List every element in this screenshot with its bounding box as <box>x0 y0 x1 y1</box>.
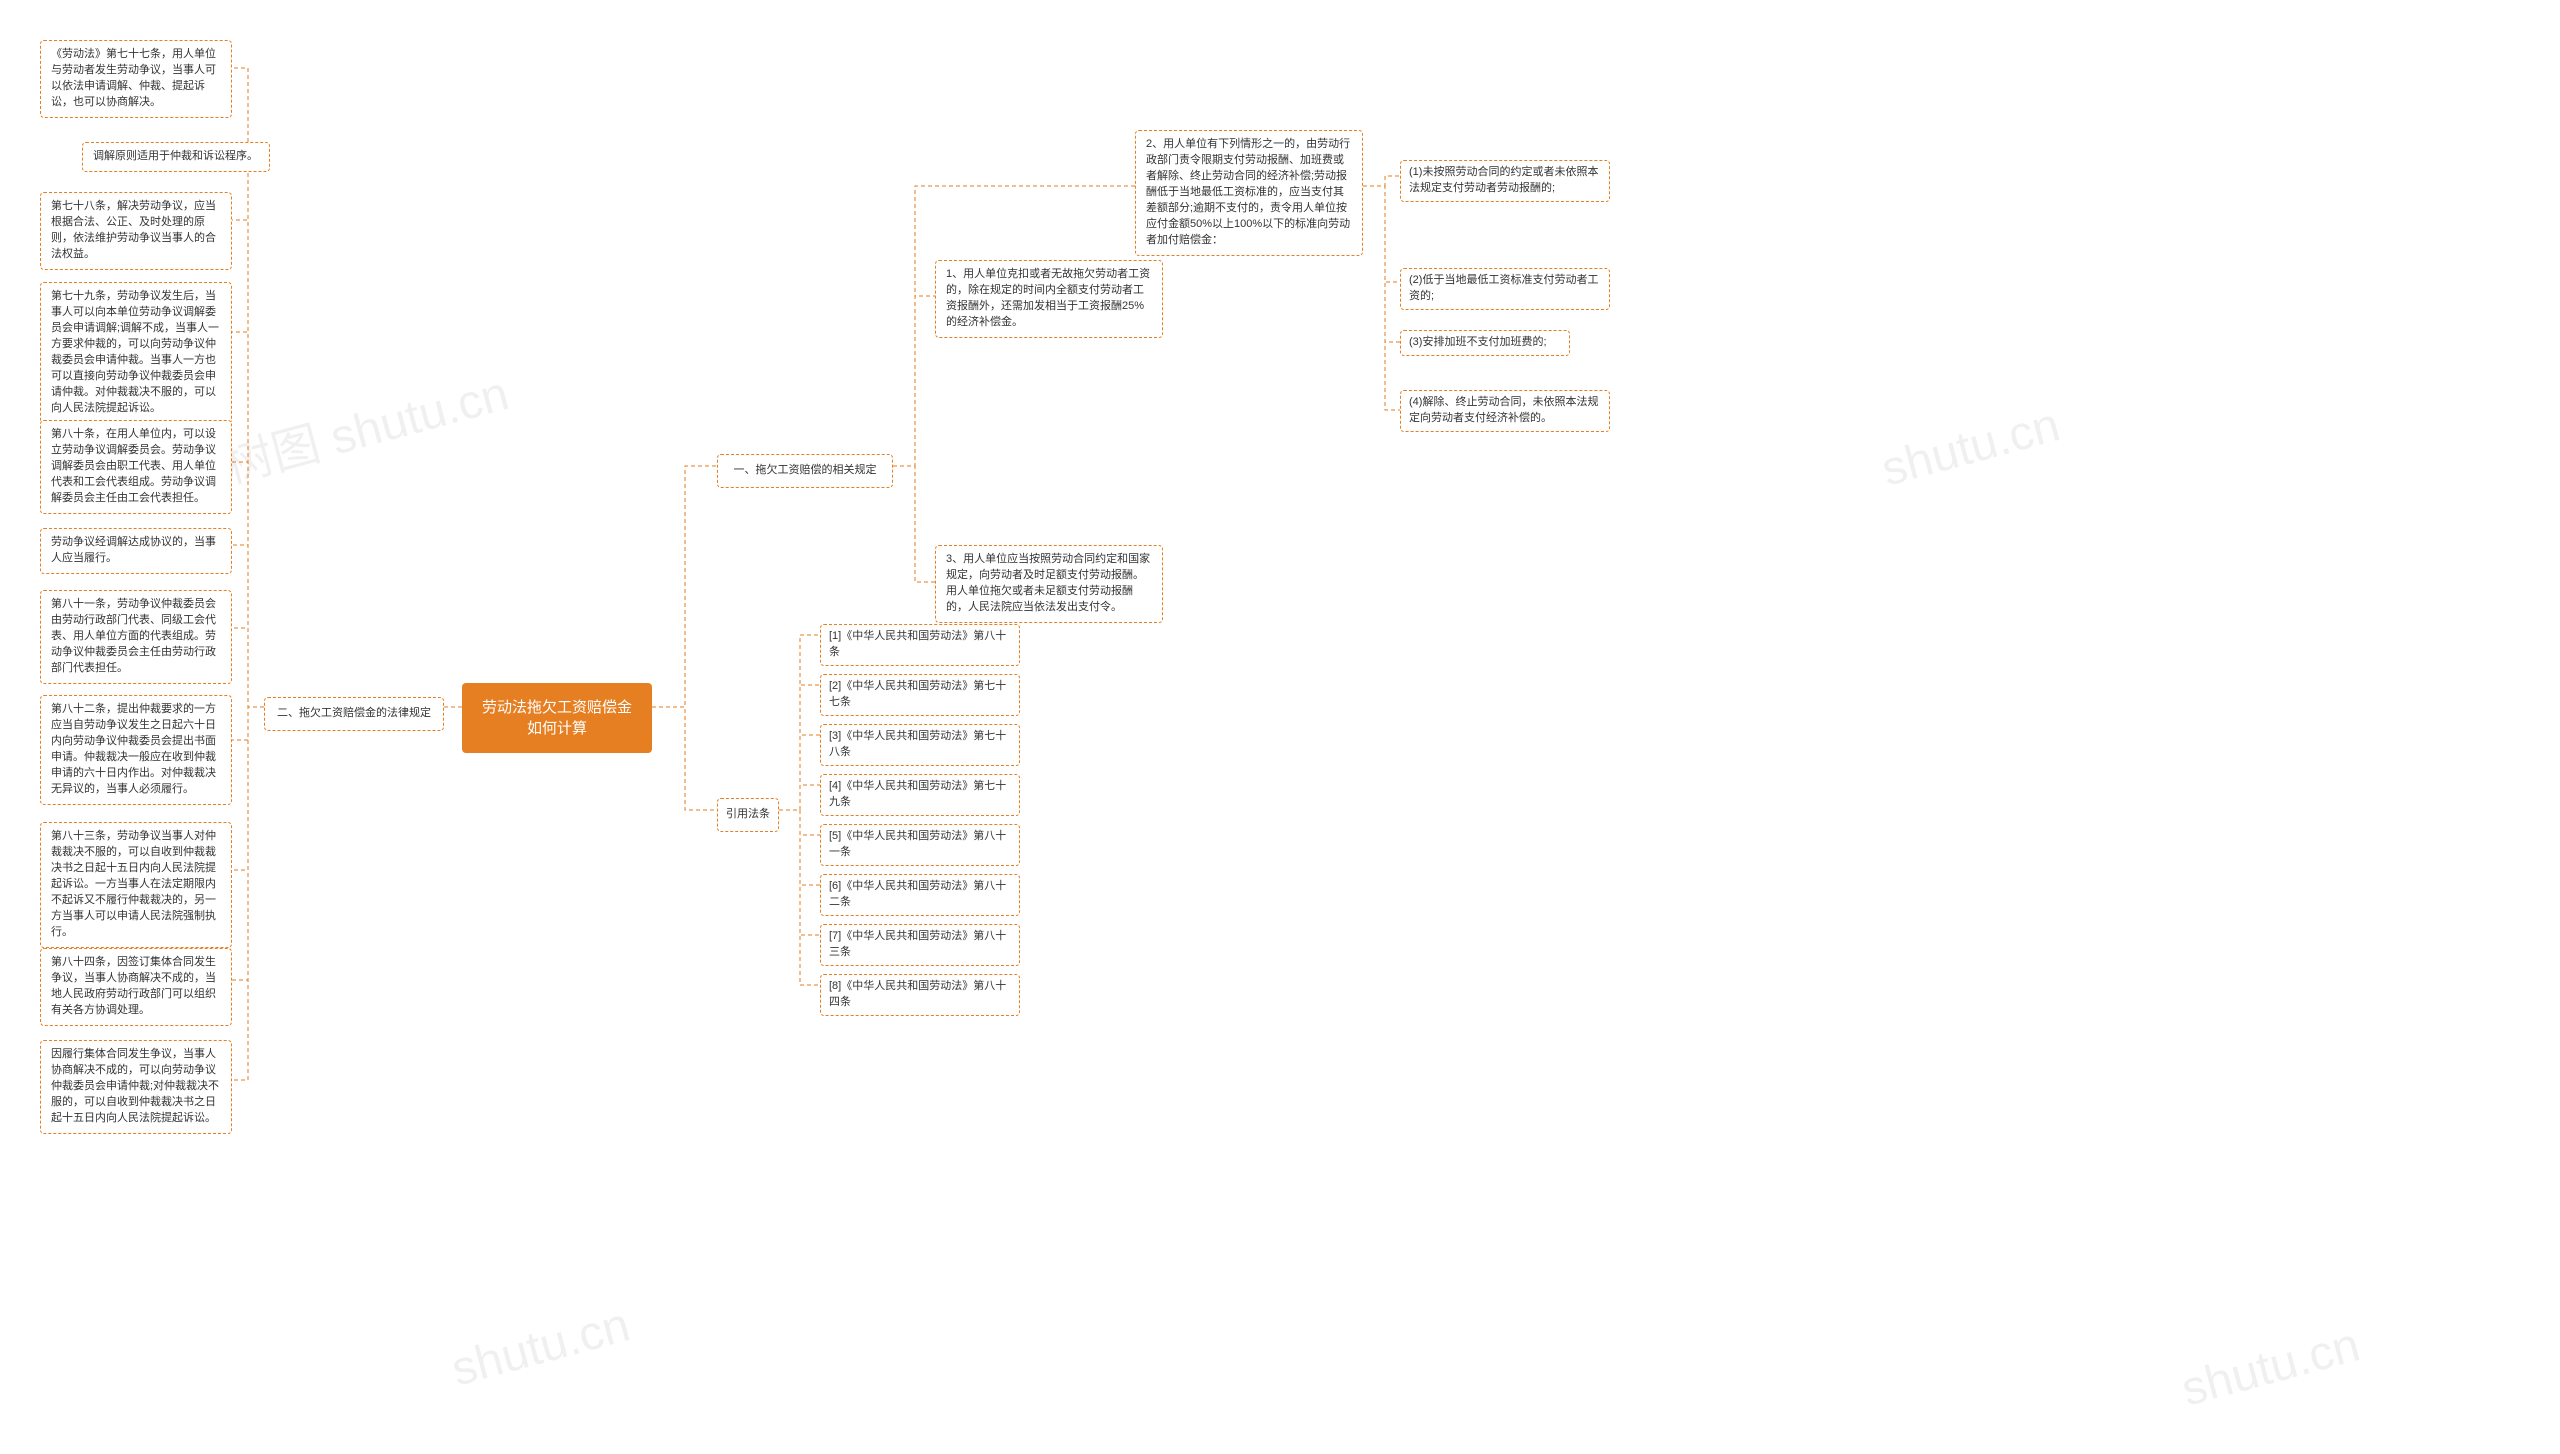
left-item: 调解原则适用于仲裁和诉讼程序。 <box>82 142 270 172</box>
right-branch1-title: 一、拖欠工资赔偿的相关规定 <box>717 454 893 488</box>
right-branch1-item: 1、用人单位克扣或者无故拖欠劳动者工资的，除在规定的时间内全额支付劳动者工资报酬… <box>935 260 1163 338</box>
left-item: 第八十四条，因签订集体合同发生争议，当事人协商解决不成的，当地人民政府劳动行政部… <box>40 948 232 1026</box>
right-branch1-sub: (1)未按照劳动合同的约定或者未依照本法规定支付劳动者劳动报酬的; <box>1400 160 1610 202</box>
right-branch2-item: [1]《中华人民共和国劳动法》第八十条 <box>820 624 1020 666</box>
right-branch2-title: 引用法条 <box>717 798 779 832</box>
right-branch1-item: 2、用人单位有下列情形之一的，由劳动行政部门责令限期支付劳动报酬、加班费或者解除… <box>1135 130 1363 256</box>
right-branch2-item: [3]《中华人民共和国劳动法》第七十八条 <box>820 724 1020 766</box>
right-branch2-item: [5]《中华人民共和国劳动法》第八十一条 <box>820 824 1020 866</box>
left-item: 第八十三条，劳动争议当事人对仲裁裁决不服的，可以自收到仲裁裁决书之日起十五日内向… <box>40 822 232 948</box>
right-branch1-sub: (2)低于当地最低工资标准支付劳动者工资的; <box>1400 268 1610 310</box>
left-item: 第七十八条，解决劳动争议，应当根据合法、公正、及时处理的原则，依法维护劳动争议当… <box>40 192 232 270</box>
right-branch2-item: [4]《中华人民共和国劳动法》第七十九条 <box>820 774 1020 816</box>
left-item: 第八十条，在用人单位内，可以设立劳动争议调解委员会。劳动争议调解委员会由职工代表… <box>40 420 232 514</box>
watermark: shutu.cn <box>446 1297 636 1397</box>
left-item: 因履行集体合同发生争议，当事人协商解决不成的，可以向劳动争议仲裁委员会申请仲裁;… <box>40 1040 232 1134</box>
right-branch2-item: [6]《中华人民共和国劳动法》第八十二条 <box>820 874 1020 916</box>
right-branch1-sub: (4)解除、终止劳动合同，未依照本法规定向劳动者支付经济补偿的。 <box>1400 390 1610 432</box>
left-item: 劳动争议经调解达成协议的，当事人应当履行。 <box>40 528 232 574</box>
left-item: 第八十二条，提出仲裁要求的一方应当自劳动争议发生之日起六十日内向劳动争议仲裁委员… <box>40 695 232 805</box>
right-branch2-item: [2]《中华人民共和国劳动法》第七十七条 <box>820 674 1020 716</box>
watermark: shutu.cn <box>1876 397 2066 497</box>
watermark: 树图 shutu.cn <box>216 354 515 497</box>
left-item: 《劳动法》第七十七条，用人单位与劳动者发生劳动争议，当事人可以依法申请调解、仲裁… <box>40 40 232 118</box>
left-item: 第八十一条，劳动争议仲裁委员会由劳动行政部门代表、同级工会代表、用人单位方面的代… <box>40 590 232 684</box>
right-branch2-item: [7]《中华人民共和国劳动法》第八十三条 <box>820 924 1020 966</box>
right-branch2-item: [8]《中华人民共和国劳动法》第八十四条 <box>820 974 1020 1016</box>
left-item: 第七十九条，劳动争议发生后，当事人可以向本单位劳动争议调解委员会申请调解;调解不… <box>40 282 232 424</box>
watermark: shutu.cn <box>2176 1317 2366 1417</box>
root-node: 劳动法拖欠工资赔偿金如何计算 <box>462 683 652 753</box>
right-branch1-item: 3、用人单位应当按照劳动合同约定和国家规定，向劳动者及时足额支付劳动报酬。用人单… <box>935 545 1163 623</box>
right-branch1-sub: (3)安排加班不支付加班费的; <box>1400 330 1570 356</box>
left-branch-title: 二、拖欠工资赔偿金的法律规定 <box>264 697 444 731</box>
